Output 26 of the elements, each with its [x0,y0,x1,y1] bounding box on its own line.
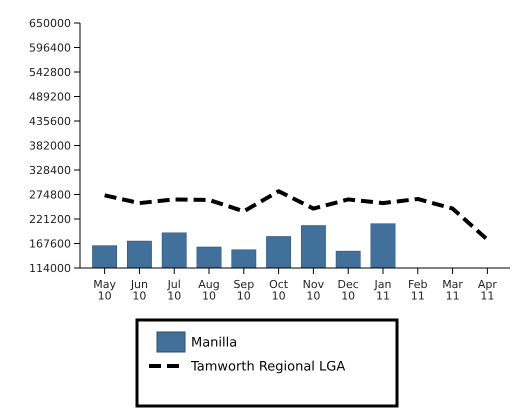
x-tick-label: Nov 10 [302,278,325,303]
y-tick-label: 167600 [29,237,71,250]
line-series [102,189,490,242]
y-tick-label: 596400 [29,41,71,54]
y-tick-label: 274800 [29,188,71,202]
x-tick-label: Jul 10 [166,278,182,303]
x-tick-label: Jun 10 [130,278,148,303]
y-tick-label: 542800 [29,66,71,79]
legend-label: Tamworth Regional LGA [190,360,346,375]
x-tick-label: Aug 10 [198,278,220,303]
y-tick-label: 435600 [29,114,71,128]
y-tick-label: 328400 [29,164,71,177]
x-tick-label: Oct 10 [269,278,289,303]
x-tick-label: Mar 11 [442,278,464,303]
x-tick-label: May 10 [93,278,116,303]
y-tick-label: 114000 [29,262,71,275]
x-tick-label: Jan 11 [374,278,392,303]
x-tick-label: Dec 10 [338,278,359,303]
y-tick-label: 489200 [29,90,71,104]
legend-label: Manilla [191,336,238,351]
x-tick-label: Sep 10 [233,278,254,303]
y-tick-label: 382000 [29,139,71,152]
x-tick-label: Apr 11 [478,278,498,303]
y-tick-label: 221200 [29,212,71,226]
y-tick-label: 650000 [29,16,71,30]
x-tick-label: Feb 11 [408,278,428,303]
